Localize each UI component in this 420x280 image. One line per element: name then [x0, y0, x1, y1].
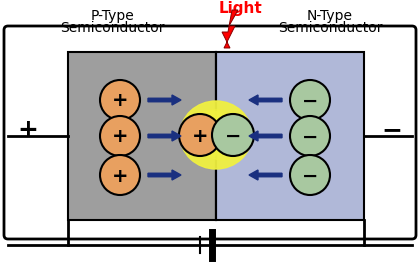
Text: Semiconductor: Semiconductor — [278, 21, 382, 35]
Bar — [216, 52, 364, 220]
Bar — [68, 52, 216, 220]
Text: −: − — [225, 127, 241, 146]
Text: P-Type: P-Type — [90, 9, 134, 23]
Circle shape — [100, 116, 140, 156]
Circle shape — [179, 114, 221, 156]
FancyArrow shape — [249, 95, 282, 105]
Text: N-Type: N-Type — [307, 9, 353, 23]
Text: Semiconductor: Semiconductor — [60, 21, 164, 35]
Circle shape — [290, 155, 330, 195]
FancyArrow shape — [249, 170, 282, 180]
Text: +: + — [112, 127, 128, 146]
Text: +: + — [112, 167, 128, 186]
FancyArrow shape — [249, 131, 282, 141]
FancyBboxPatch shape — [4, 26, 416, 239]
Circle shape — [100, 80, 140, 120]
Text: −: − — [302, 127, 318, 146]
Ellipse shape — [189, 125, 227, 157]
Text: −: − — [381, 118, 402, 142]
FancyArrow shape — [148, 95, 181, 105]
FancyArrow shape — [148, 170, 181, 180]
Ellipse shape — [180, 101, 252, 169]
Ellipse shape — [200, 118, 244, 160]
Text: −: − — [302, 92, 318, 111]
FancyArrow shape — [148, 131, 181, 141]
Ellipse shape — [185, 111, 235, 151]
Ellipse shape — [196, 109, 236, 144]
Circle shape — [290, 116, 330, 156]
Circle shape — [212, 114, 254, 156]
Text: +: + — [18, 118, 39, 142]
Text: Light: Light — [218, 1, 262, 15]
Circle shape — [290, 80, 330, 120]
Text: +: + — [112, 92, 128, 111]
Text: +: + — [192, 127, 208, 146]
Polygon shape — [222, 10, 238, 48]
Text: −: − — [302, 167, 318, 186]
Circle shape — [100, 155, 140, 195]
